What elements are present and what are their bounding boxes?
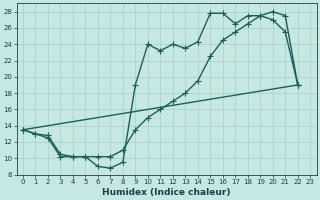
X-axis label: Humidex (Indice chaleur): Humidex (Indice chaleur) — [102, 188, 231, 197]
